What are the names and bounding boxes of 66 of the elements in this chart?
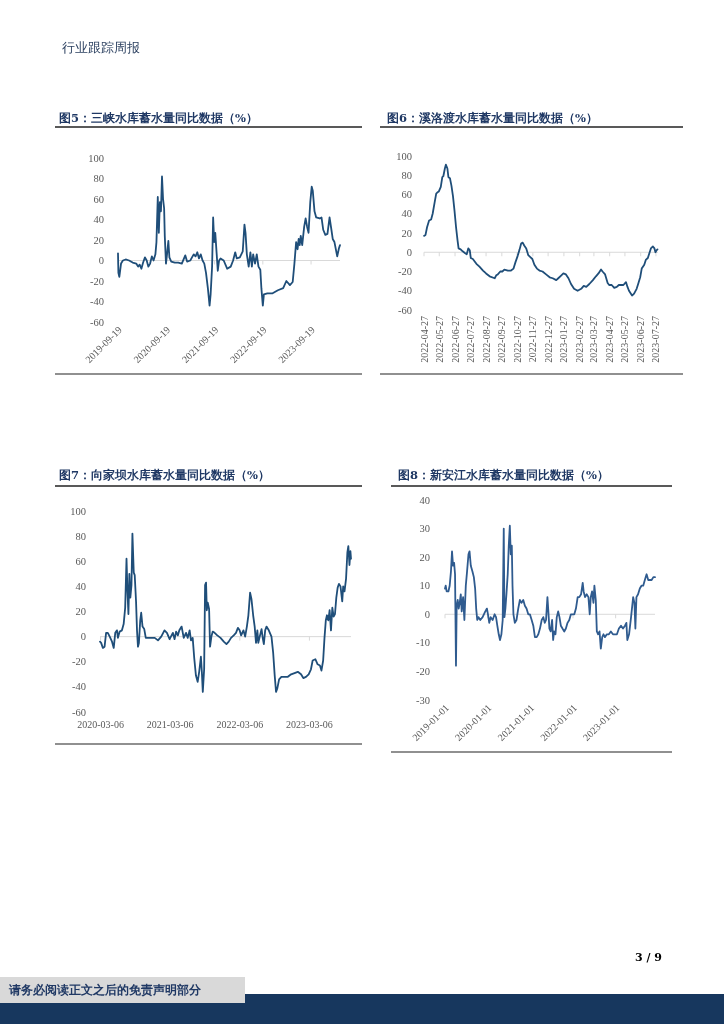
chart-title: 图7：向家坝水库蓄水量同比数据（%） bbox=[59, 468, 270, 482]
y-tick-label: 10 bbox=[419, 580, 430, 592]
y-tick-label: -20 bbox=[398, 266, 412, 277]
y-tick-label: 60 bbox=[401, 189, 412, 200]
chart-title: 图6：溪洛渡水库蓄水量同比数据（%） bbox=[387, 111, 598, 125]
y-tick-label: -60 bbox=[72, 706, 86, 718]
y-tick-label: -20 bbox=[72, 656, 86, 668]
x-tick-label: 2023-05-27 bbox=[619, 316, 631, 363]
y-tick-label: 30 bbox=[419, 523, 430, 535]
x-tick-label: 2022-10-27 bbox=[511, 316, 523, 363]
y-tick-label: 40 bbox=[93, 214, 104, 225]
x-tick-label: 2023-01-27 bbox=[558, 316, 570, 363]
y-tick-label: -10 bbox=[416, 637, 430, 649]
x-tick-label: 2020-03-06 bbox=[77, 718, 124, 730]
y-tick-label: -20 bbox=[416, 665, 430, 677]
x-tick-label: 2023-07-27 bbox=[650, 316, 662, 363]
text: 3 / 9 bbox=[635, 951, 662, 964]
line-series bbox=[423, 163, 659, 297]
chart-title: 图8：新安江水库蓄水量同比数据（%） bbox=[398, 468, 609, 482]
y-tick-label: 100 bbox=[396, 150, 412, 162]
x-tick-label: 2023-02-27 bbox=[574, 316, 586, 363]
line-series bbox=[117, 175, 341, 307]
y-tick-label: 20 bbox=[401, 227, 412, 239]
y-tick-label: 0 bbox=[406, 246, 412, 258]
y-tick-label: 0 bbox=[80, 631, 86, 643]
y-tick-label: 40 bbox=[401, 208, 412, 220]
y-tick-label: 80 bbox=[401, 169, 412, 181]
text: 行业跟踪周报 bbox=[62, 40, 140, 55]
x-tick-label: 2021-03-06 bbox=[146, 718, 194, 730]
x-tick-label: 2023-03-06 bbox=[286, 718, 333, 730]
chart-title: 图5：三峡水库蓄水量同比数据（%） bbox=[59, 111, 258, 125]
x-tick-label: 2023-03-27 bbox=[588, 316, 600, 363]
y-tick-label: 20 bbox=[75, 606, 86, 617]
x-tick-label: 2022-08-27 bbox=[480, 316, 492, 363]
x-tick-label: 2022-11-27 bbox=[527, 316, 539, 363]
y-tick-label: 0 bbox=[424, 608, 430, 620]
y-tick-label: 0 bbox=[98, 255, 104, 266]
y-tick-label: 80 bbox=[75, 530, 86, 542]
y-tick-label: 60 bbox=[75, 555, 86, 567]
y-tick-label: 40 bbox=[419, 494, 430, 506]
y-tick-label: -40 bbox=[90, 296, 104, 307]
x-tick-label: 2022-04-27 bbox=[418, 316, 430, 363]
y-tick-label: -60 bbox=[398, 304, 412, 316]
text: 请务必阅读正文之后的免责声明部分 bbox=[8, 983, 202, 997]
x-tick-label: 2022-03-06 bbox=[216, 718, 264, 730]
y-tick-label: 80 bbox=[93, 173, 104, 184]
y-tick-label: -20 bbox=[90, 275, 104, 287]
y-tick-label: 100 bbox=[88, 152, 104, 164]
line-series bbox=[99, 532, 352, 693]
y-tick-label: -40 bbox=[398, 285, 412, 297]
x-tick-label: 2022-07-27 bbox=[464, 316, 476, 363]
x-tick-label: 2023-06-27 bbox=[635, 316, 647, 363]
y-tick-label: 100 bbox=[70, 505, 86, 517]
x-tick-label: 2022-05-27 bbox=[433, 316, 445, 363]
y-tick-label: 20 bbox=[419, 551, 430, 563]
y-tick-label: -30 bbox=[416, 694, 430, 706]
line-series bbox=[444, 524, 656, 667]
x-tick-label: 2022-09-27 bbox=[496, 316, 508, 363]
y-tick-label: -60 bbox=[90, 316, 104, 328]
y-tick-label: -40 bbox=[72, 681, 86, 693]
y-tick-label: 20 bbox=[93, 234, 104, 246]
y-tick-label: 40 bbox=[75, 580, 86, 592]
x-tick-label: 2023-04-27 bbox=[604, 316, 616, 363]
x-tick-label: 2022-12-27 bbox=[542, 316, 554, 363]
y-tick-label: 60 bbox=[93, 193, 104, 205]
x-tick-label: 2022-06-27 bbox=[449, 316, 461, 363]
